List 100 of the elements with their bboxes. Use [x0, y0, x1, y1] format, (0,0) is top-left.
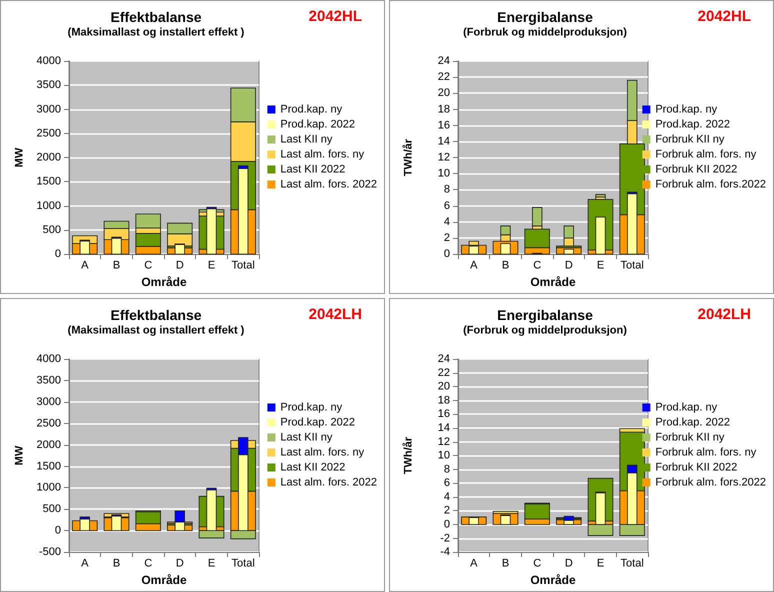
- y-tick-label: 500: [42, 224, 61, 236]
- y-tick-label: 2000: [36, 438, 61, 451]
- y-tick-label: -500: [38, 546, 61, 558]
- y-tick-label: 0: [444, 248, 450, 260]
- x-tick-label: A: [470, 558, 478, 570]
- x-tick-label: D: [176, 260, 184, 272]
- chart-subtitle: (Forbruk og middelproduksjon): [463, 26, 628, 38]
- legend-label: Prod.kap. ny: [280, 104, 343, 116]
- y-tick-label: 2: [444, 504, 450, 517]
- y-tick-label: 24: [438, 55, 450, 67]
- y-tick-label: 1500: [36, 460, 61, 472]
- y-tick-label: 6: [444, 200, 450, 212]
- y-tick-label: 22: [438, 366, 450, 379]
- y-tick-label: 14: [438, 422, 450, 434]
- y-tick-label: 14: [438, 135, 450, 148]
- legend-label: Forbruk KII 2022: [655, 462, 738, 474]
- y-tick-label: 20: [438, 380, 450, 393]
- text: 2042LH: [308, 306, 362, 323]
- y-tick-label: 4000: [36, 55, 61, 67]
- y-tick-label: 6: [444, 477, 450, 490]
- y-tick-label: 4: [444, 490, 450, 503]
- y-tick-label: -2: [440, 532, 450, 544]
- legend-label: Prod.kap. 2022: [655, 416, 730, 428]
- y-tick-label: 12: [438, 152, 450, 164]
- x-tick-label: B: [112, 558, 120, 570]
- y-tick-label: 4000: [36, 353, 61, 365]
- x-tick-label: C: [533, 558, 542, 570]
- y-tick-label: 16: [438, 408, 450, 420]
- y-tick-label: 0: [54, 248, 61, 260]
- legend-label: Forbruk KII ny: [655, 432, 725, 444]
- x-tick-label: Total: [620, 260, 644, 272]
- chart-subtitle: (Maksimallast og installert effekt ): [68, 324, 245, 336]
- y-tick-label: 18: [438, 394, 450, 406]
- y-tick-label: 8: [444, 463, 450, 476]
- y-tick-label: 10: [438, 168, 450, 180]
- x-tick-label: E: [208, 558, 216, 570]
- y-tick-label: 16: [438, 119, 450, 132]
- y-axis-title: MW: [14, 445, 26, 466]
- legend-label: Forbruk alm. fors. ny: [655, 446, 757, 458]
- y-tick-label: 18: [438, 103, 450, 116]
- legend-label: Forbruk alm. fors.2022: [655, 178, 766, 190]
- x-tick-label: E: [208, 260, 216, 272]
- bar: [595, 194, 606, 198]
- y-tick-label: 2: [444, 232, 450, 244]
- legend-label: Prod.kap. ny: [280, 402, 343, 414]
- text: 2042HL: [308, 8, 362, 25]
- y-tick-label: 1000: [36, 482, 61, 494]
- y-tick-label: 10: [438, 450, 450, 462]
- y-tick-label: 22: [438, 71, 450, 84]
- x-tick-label: C: [144, 558, 152, 570]
- y-tick-label: 24: [438, 353, 450, 365]
- x-tick-label: B: [112, 260, 120, 272]
- y-tick-label: 2500: [36, 417, 61, 430]
- x-axis-title: Område: [141, 573, 187, 587]
- legend-label: Prod.kap. 2022: [280, 118, 356, 130]
- chart-title: Energibalanse: [497, 9, 594, 25]
- y-tick-label: 2500: [36, 127, 61, 140]
- legend-label: Last alm. fors. 2022: [280, 476, 378, 488]
- text: 2042HL: [698, 8, 752, 25]
- legend-label: Last alm. fors. 2022: [280, 178, 378, 190]
- bar: [532, 207, 542, 226]
- legend-label: Last KII ny: [280, 134, 333, 146]
- y-tick-label: 0: [54, 524, 61, 537]
- y-tick-label: 8: [444, 184, 450, 196]
- y-tick-label: 1000: [36, 200, 61, 212]
- x-tick-label: Total: [232, 260, 255, 272]
- x-tick-label: C: [533, 260, 542, 272]
- chart-title: Effektbalanse: [110, 9, 202, 25]
- x-axis-title: Område: [141, 275, 187, 289]
- x-tick-label: E: [596, 558, 604, 570]
- legend-label: Last KII 2022: [280, 164, 346, 176]
- y-axis-title: TWh/år: [402, 138, 414, 176]
- x-tick-label: A: [470, 260, 478, 272]
- x-axis-title: Område: [530, 573, 576, 587]
- y-axis-title: MW: [14, 147, 26, 168]
- legend-label: Prod.kap. 2022: [655, 118, 730, 130]
- legend-label: Last KII ny: [280, 432, 333, 444]
- x-tick-label: A: [81, 260, 90, 272]
- x-tick-label: E: [596, 260, 604, 272]
- legend-label: Prod.kap. ny: [655, 402, 718, 414]
- y-tick-label: 0: [444, 518, 450, 531]
- legend-label: Forbruk KII ny: [655, 134, 725, 146]
- legend-label: Forbruk alm. fors. ny: [655, 148, 757, 160]
- x-tick-label: B: [502, 558, 510, 570]
- legend-label: Last alm. fors. ny: [280, 446, 365, 458]
- chart-subtitle: (Maksimallast og installert effekt ): [68, 26, 245, 38]
- chart-subtitle: (Forbruk og middelproduksjon): [463, 324, 628, 336]
- x-tick-label: D: [176, 558, 184, 570]
- x-tick-label: A: [81, 558, 90, 570]
- y-axis-title: TWh/år: [402, 436, 414, 474]
- x-tick-label: C: [144, 260, 152, 272]
- y-tick-label: 2000: [36, 152, 61, 164]
- y-tick-label: 3000: [36, 396, 61, 408]
- y-tick-label: 4: [444, 216, 450, 228]
- y-tick-label: 20: [438, 87, 450, 100]
- y-tick-label: 500: [42, 503, 61, 516]
- y-tick-label: 3500: [36, 374, 61, 386]
- x-tick-label: D: [564, 558, 573, 570]
- legend-label: Prod.kap. ny: [655, 104, 718, 116]
- legend-label: Prod.kap. 2022: [280, 416, 356, 428]
